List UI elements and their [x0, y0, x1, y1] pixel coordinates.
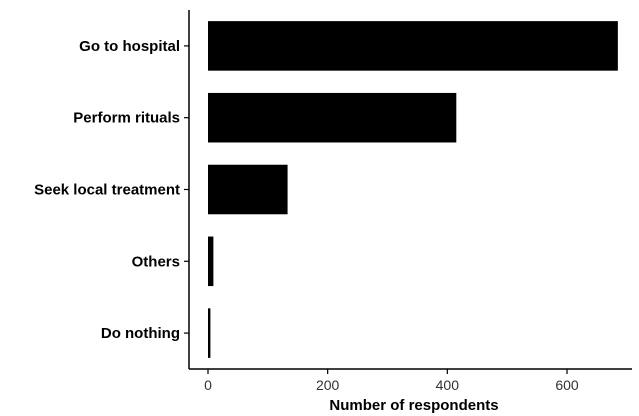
bar-seek-local-treatment	[208, 164, 288, 215]
category-label: Do nothing	[101, 325, 180, 342]
bar-go-to-hospital	[208, 21, 618, 71]
x-tick-label: 600	[555, 377, 579, 393]
x-tick-label: 200	[316, 377, 340, 393]
category-labels: Go to hospital Perform rituals Seek local …	[34, 38, 189, 342]
category-label: Perform rituals	[73, 110, 180, 127]
x-tick-label: 400	[436, 377, 460, 393]
x-axis-title: Number of respondents	[329, 397, 498, 414]
bar-others	[208, 236, 214, 287]
category-label: Go to hospital	[79, 38, 180, 55]
category-label: Seek local treatment	[34, 182, 180, 199]
bar-perform-rituals	[208, 92, 457, 143]
category-label: Others	[132, 253, 180, 270]
x-tick-label: 0	[204, 377, 212, 393]
bars-group	[208, 21, 618, 358]
x-ticks: 0 200 400 600	[204, 369, 579, 393]
bar-do-nothing	[208, 308, 211, 358]
